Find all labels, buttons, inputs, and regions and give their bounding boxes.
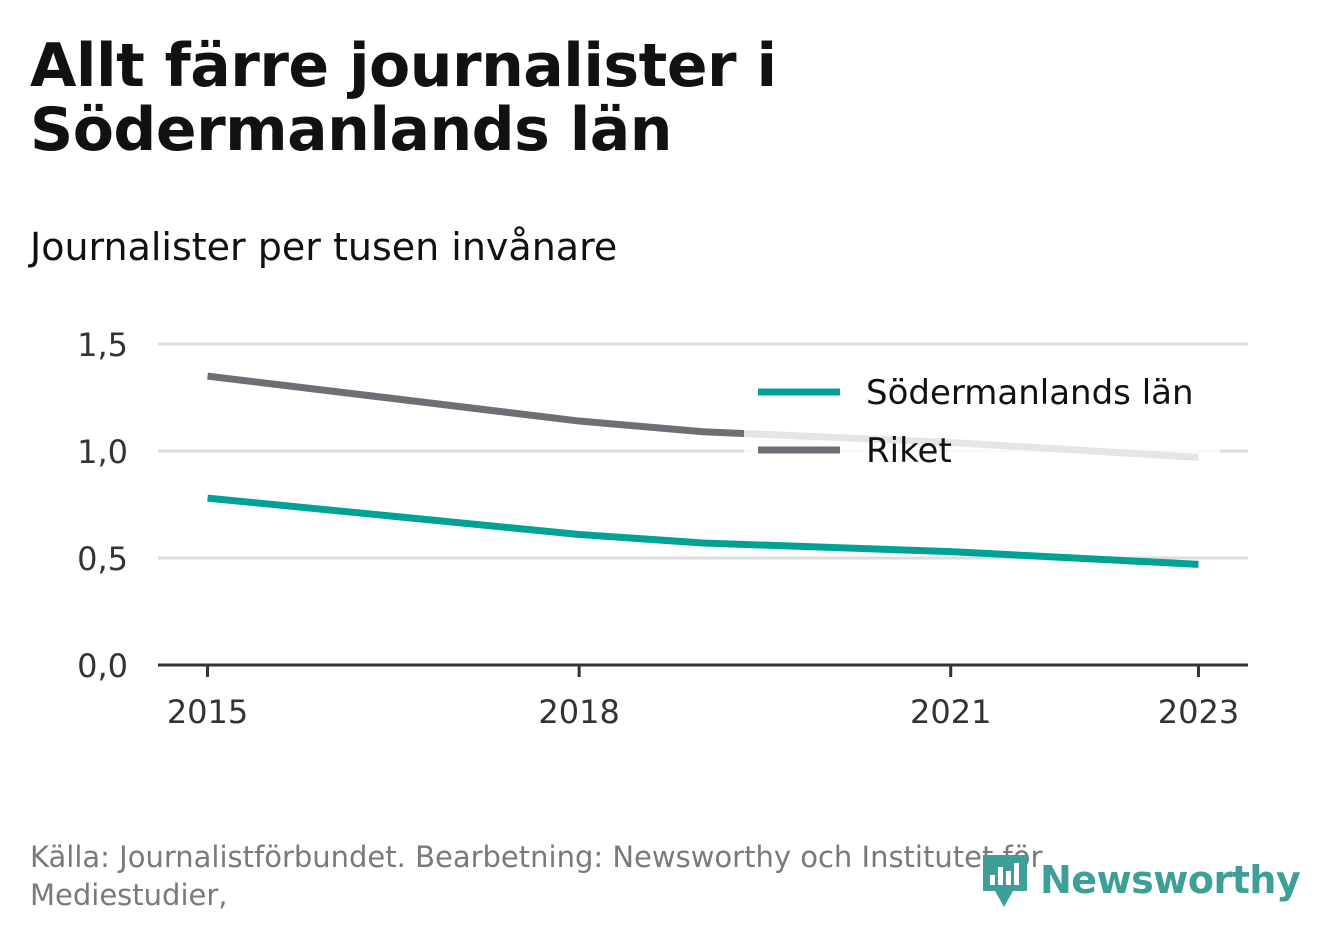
brand-name: Newsworthy bbox=[1040, 858, 1301, 902]
source-note: Källa: Journalistförbundet. Bearbetning:… bbox=[30, 840, 1043, 912]
x-axis-ticks: 2015 2018 2021 2023 bbox=[167, 665, 1239, 731]
y-tick-label: 0,0 bbox=[77, 647, 128, 685]
x-tick-label: 2015 bbox=[167, 693, 248, 731]
y-tick-label: 0,5 bbox=[77, 540, 128, 578]
brand-logo: Newsworthy bbox=[980, 850, 1301, 910]
x-tick-label: 2023 bbox=[1158, 693, 1239, 731]
x-tick-label: 2018 bbox=[538, 693, 619, 731]
legend: Södermanlands län Riket bbox=[744, 362, 1220, 486]
chart-subtitle: Journalister per tusen invånare bbox=[30, 225, 618, 269]
chart-title: Allt färre journalister i Södermanlands … bbox=[30, 31, 777, 165]
legend-label: Riket bbox=[866, 431, 952, 471]
y-tick-label: 1,5 bbox=[77, 326, 128, 364]
y-tick-label: 1,0 bbox=[77, 433, 128, 471]
y-axis-ticks: 0,0 0,5 1,0 1,5 bbox=[77, 326, 128, 685]
series-line-0 bbox=[207, 494, 1199, 568]
x-tick-label: 2021 bbox=[910, 693, 991, 731]
newsworthy-logo-icon bbox=[983, 855, 1027, 907]
legend-background bbox=[744, 362, 1220, 486]
legend-label: Södermanlands län bbox=[866, 373, 1194, 413]
